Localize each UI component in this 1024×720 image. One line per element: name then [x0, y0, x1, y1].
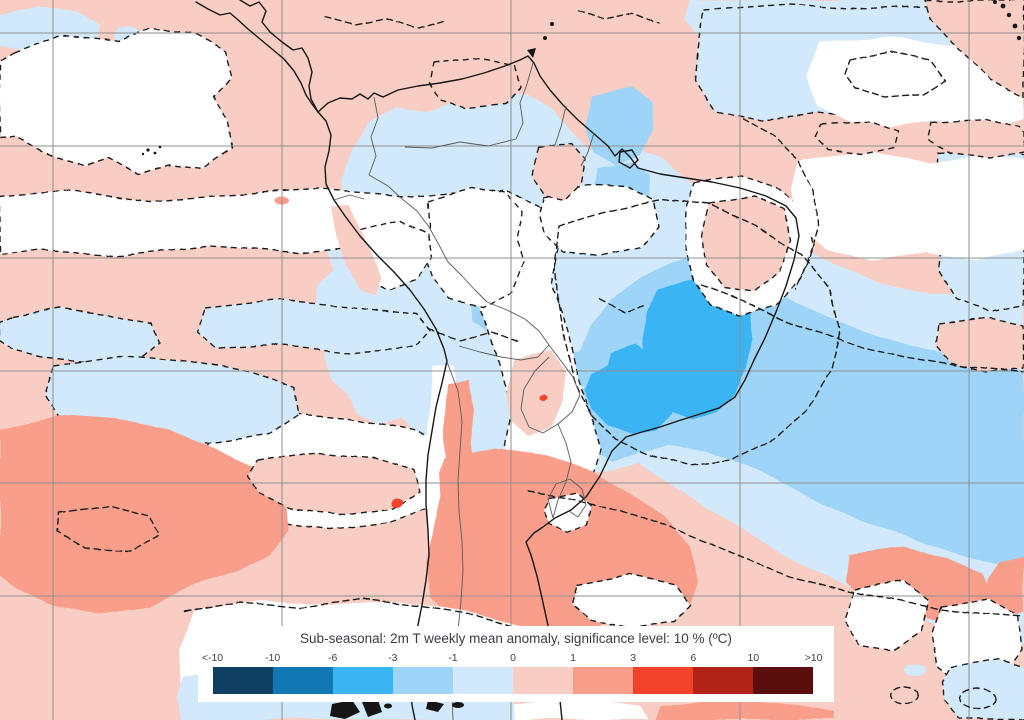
legend-box: Sub-seasonal: 2m T weekly mean anomaly, … [198, 626, 834, 702]
legend-cell [332, 667, 393, 694]
central-america-coast [195, 1, 319, 113]
region-mild-warm-patches [247, 0, 1024, 516]
legend-cell [633, 667, 694, 694]
islands [141, 0, 1022, 719]
tierra-del-fuego-islands [330, 700, 464, 719]
coastlines [195, 0, 800, 720]
trinidad-island [527, 22, 554, 58]
region-cold-core-east-brazil [585, 278, 754, 434]
south-america-pacific-coast [317, 111, 448, 720]
legend-cell [212, 667, 273, 694]
lesser-antilles-islands [993, 0, 1022, 41]
country-borders [333, 62, 595, 720]
legend-tick: 10 [747, 652, 760, 664]
legend-tick: 0 [510, 652, 516, 664]
legend-cell [452, 667, 513, 694]
legend-title: Sub-seasonal: 2m T weekly mean anomaly, … [300, 631, 732, 646]
legend-tick: -10 [265, 652, 281, 664]
legend-cell [272, 667, 333, 694]
legend-tick: >10 [804, 652, 823, 664]
legend-tick: -6 [328, 652, 338, 664]
significance-contours [57, 11, 1024, 711]
legend-cell [573, 667, 634, 694]
legend-tick: 3 [630, 652, 637, 664]
legend-tick: -1 [448, 652, 458, 664]
legend-tick: 6 [690, 652, 697, 664]
legend-cell [753, 667, 814, 694]
legend-tick-labels: <-10 -10 -6 -3 -1 0 1 3 6 10 >10 [198, 652, 834, 665]
region-hot-specks [390, 395, 547, 507]
legend-colorbar [212, 667, 814, 694]
legend-cell [693, 667, 754, 694]
legend-tick: 1 [570, 652, 577, 664]
south-america-north-east-coast [317, 55, 800, 720]
legend-cell [512, 667, 574, 694]
galapagos-islands [141, 145, 162, 156]
legend-tick: <-10 [201, 652, 224, 664]
legend-cell [392, 667, 453, 694]
central-america-caribbean-coast [239, 0, 319, 113]
legend-tick: -3 [388, 652, 398, 664]
amazon-mouth-island [618, 149, 639, 169]
